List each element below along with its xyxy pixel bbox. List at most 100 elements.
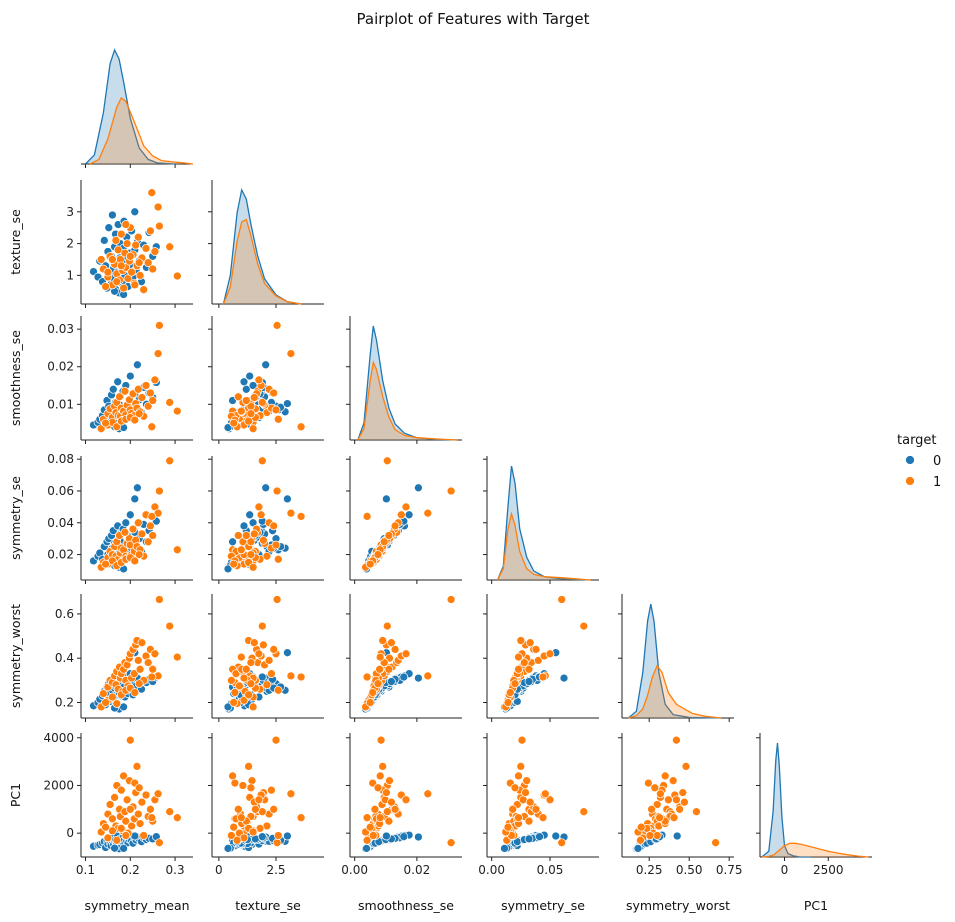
scatter-point-target-1 — [579, 807, 589, 817]
scatter-point-target-1 — [133, 518, 143, 528]
scatter-point-target-1 — [127, 267, 136, 277]
kde-line-target-0 — [761, 742, 811, 858]
y-tick-label: 0.2 — [55, 696, 74, 710]
scatter-point-target-1 — [122, 795, 132, 805]
scatter-point-target-1 — [150, 247, 160, 256]
scatter-point-target-1 — [254, 649, 264, 659]
kde-fill-target-0 — [223, 190, 302, 304]
legend-entries: 01 — [905, 454, 941, 490]
scatter-point-target-1 — [121, 831, 131, 840]
scatter-point-target-1 — [510, 679, 520, 689]
scatter-point-target-1 — [155, 838, 164, 848]
scatter-point-target-1 — [373, 679, 383, 689]
scatter-point-target-1 — [516, 636, 526, 645]
scatter-point-target-1 — [579, 621, 589, 631]
scatter-point-target-1 — [112, 277, 122, 287]
y-tick-label: 0.02 — [47, 360, 74, 374]
scatter-point-target-0 — [414, 483, 423, 493]
scatter-point-target-1 — [139, 831, 149, 840]
kde-line-target-0 — [85, 48, 176, 165]
scatter-point-target-1 — [108, 814, 117, 824]
scatter-point-target-1 — [121, 816, 131, 826]
y-axis-label-symmetry-worst: symmetry_worst — [8, 604, 23, 708]
x-tick-label: 0.50 — [676, 863, 703, 877]
scatter-point-target-1 — [108, 255, 117, 264]
scatter-point-target-1 — [259, 535, 268, 545]
scatter-point-target-0 — [108, 210, 117, 220]
scatter-point-target-1 — [150, 649, 160, 659]
scatter-point-target-1 — [148, 664, 158, 674]
scatter-point-target-1 — [246, 537, 256, 547]
scatter-point-target-1 — [273, 554, 283, 564]
scatter-point-target-1 — [378, 636, 388, 645]
panel-smoothness-se-vs-texture-se — [208, 316, 324, 444]
scatter-point-target-1 — [229, 559, 239, 569]
x-tick-label: 0.00 — [341, 863, 368, 877]
scatter-point-target-1 — [227, 676, 236, 685]
scatter-point-target-1 — [143, 258, 153, 268]
scatter-point-target-1 — [387, 797, 396, 807]
scatter-point-target-1 — [675, 804, 684, 814]
scatter-point-target-1 — [153, 202, 163, 212]
scatter-point-target-1 — [517, 735, 527, 745]
scatter-point-target-1 — [272, 838, 282, 848]
scatter-point-target-1 — [146, 521, 155, 531]
scatter-point-target-1 — [505, 688, 515, 697]
y-tick-label: 3 — [66, 205, 74, 219]
scatter-point-target-0 — [133, 483, 142, 493]
x-tick-label: 0 — [781, 863, 789, 877]
y-tick-label: 4000 — [43, 731, 74, 745]
scatter-point-target-1 — [375, 652, 385, 662]
x-axis-label-smoothness-se: smoothness_se — [358, 898, 454, 913]
scatter-point-target-1 — [146, 226, 155, 236]
scatter-point-target-1 — [272, 486, 282, 496]
scatter-point-target-1 — [362, 835, 372, 845]
scatter-point-target-0 — [130, 207, 140, 217]
scatter-point-target-0 — [104, 223, 114, 233]
scatter-point-target-1 — [669, 813, 679, 823]
scatter-point-target-1 — [241, 396, 251, 405]
scatter-point-target-0 — [414, 832, 423, 842]
kde-fill-target-1 — [357, 362, 458, 440]
scatter-point-target-1 — [538, 672, 548, 682]
scatter-point-target-0 — [99, 236, 109, 245]
scatter-point-target-1 — [251, 804, 260, 814]
kde-fill-target-0 — [628, 604, 722, 718]
scatter-point-target-1 — [514, 652, 523, 662]
kde-fill-target-1 — [90, 97, 193, 164]
scatter-point-target-1 — [133, 809, 143, 819]
scatter-point-target-1 — [254, 795, 264, 805]
scatter-point-target-1 — [130, 280, 140, 290]
scatter-point-target-1 — [111, 236, 121, 245]
scatter-point-target-1 — [105, 800, 115, 809]
scatter-point-target-1 — [112, 835, 122, 845]
kde-fill-target-0 — [357, 326, 458, 440]
scatter-point-target-1 — [236, 545, 246, 555]
scatter-point-target-1 — [236, 652, 246, 662]
scatter-point-target-1 — [248, 827, 258, 837]
scatter-point-target-1 — [133, 384, 143, 394]
panel-symmetry-worst-vs-symmetry-se — [483, 594, 599, 722]
scatter-point-target-1 — [390, 645, 400, 654]
scatter-point-target-0 — [239, 521, 249, 531]
scatter-point-target-1 — [131, 240, 141, 250]
scatter-point-target-1 — [143, 658, 153, 667]
kde-line-target-1 — [89, 96, 194, 165]
scatter-point-target-1 — [101, 822, 110, 832]
scatter-point-target-1 — [101, 559, 110, 569]
scatter-point-target-1 — [672, 735, 681, 745]
x-axis-label-symmetry-se: symmetry_se — [501, 898, 585, 913]
scatter-point-target-1 — [672, 795, 681, 805]
x-tick-label: 0.00 — [478, 863, 505, 877]
x-tick-label: 0.2 — [121, 863, 140, 877]
scatter-point-target-1 — [125, 251, 135, 261]
scatter-point-target-1 — [365, 698, 375, 707]
x-tick-label: 2500 — [813, 863, 844, 877]
scatter-point-target-1 — [538, 813, 548, 823]
scatter-point-target-1 — [656, 789, 665, 799]
scatter-point-target-0 — [228, 537, 237, 547]
scatter-point-target-1 — [273, 685, 283, 695]
scatter-point-target-1 — [644, 778, 653, 788]
y-tick-label: 0.04 — [47, 516, 74, 530]
scatter-point-target-1 — [137, 797, 147, 807]
